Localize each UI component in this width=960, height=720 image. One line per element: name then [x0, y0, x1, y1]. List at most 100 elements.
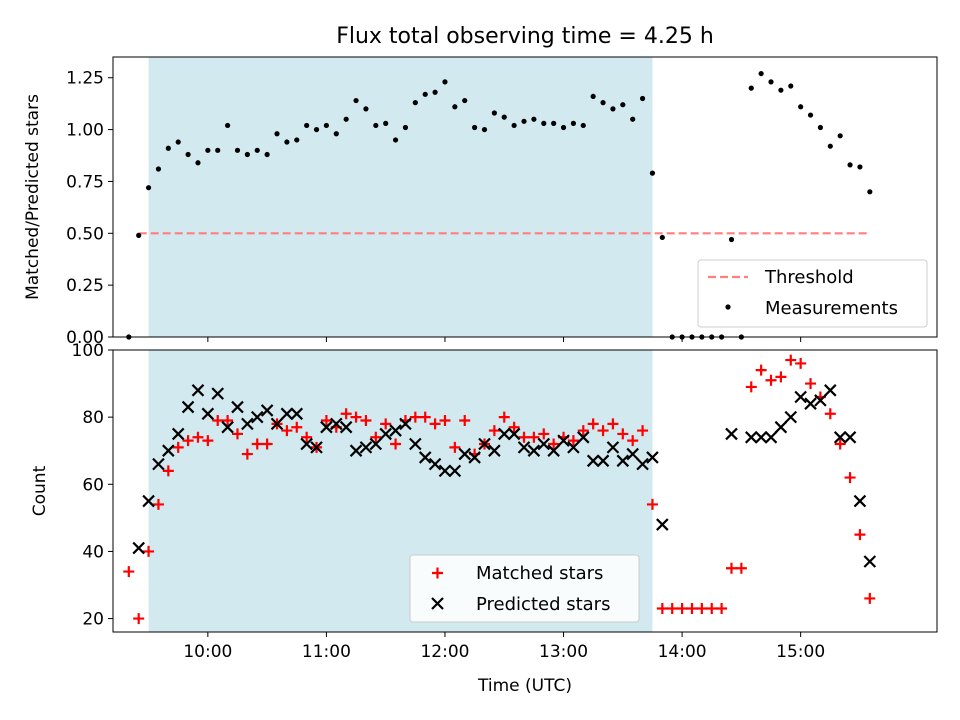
predicted-star-point [250, 410, 264, 424]
measurement-point [412, 100, 418, 106]
matched-star-point [370, 431, 382, 443]
measurement-point [452, 104, 458, 110]
predicted-star-point [577, 431, 590, 444]
count-panel-frame [112, 349, 938, 633]
measurement-point [817, 124, 824, 131]
count-y-ticks: 20 40 60 80 100 [72, 341, 113, 630]
matched-star-point [192, 431, 204, 443]
measurement-point [649, 170, 656, 176]
matched-star-point [864, 592, 876, 604]
predicted-star-point [527, 444, 541, 457]
y-tick-label: 80 [82, 408, 104, 428]
predicted-star-point [201, 407, 215, 421]
matched-star-point [281, 425, 293, 437]
y-tick-label: 60 [82, 475, 104, 495]
predicted-star-point [764, 431, 778, 444]
matched-star-point [716, 603, 728, 614]
matched-star-point [696, 603, 708, 614]
measurement-point [313, 126, 320, 133]
measurement-point [225, 122, 231, 129]
matched-star-point [844, 472, 856, 484]
matched-star-point [143, 545, 155, 557]
ratio-plot-area [126, 70, 873, 340]
measurement-point [195, 160, 201, 166]
predicted-star-point [468, 451, 481, 464]
matched-stars-legend-swatch [432, 567, 443, 579]
measurement-point [768, 79, 774, 85]
measurement-point [630, 116, 636, 122]
predicted-star-point [814, 394, 827, 407]
measurement-point [610, 106, 616, 112]
predicted-star-point [853, 494, 867, 508]
matched-star-point [548, 438, 560, 450]
predicted-star-point [260, 404, 274, 417]
measurement-point [353, 97, 359, 104]
matched-star-point [498, 411, 510, 423]
matched-star-point [360, 415, 372, 426]
measurement-point [136, 232, 142, 238]
predicted-star-point [181, 400, 195, 414]
predicted-star-point [359, 441, 373, 454]
measurement-point [491, 110, 497, 116]
ratio-legend-box [697, 259, 928, 328]
chart-title: Flux total observing time = 4.25 h [336, 24, 714, 49]
matched-stars-legend-marker [432, 567, 443, 579]
measurement-point [422, 91, 428, 97]
matched-star-point [291, 421, 303, 433]
matched-star-point [725, 562, 737, 574]
predicted-star-point [349, 444, 363, 457]
observing-interval-shade [148, 57, 653, 337]
x-axis-label: Time (UTC) [477, 676, 572, 696]
matched-star-point [597, 425, 609, 437]
matched-star-point [656, 603, 668, 614]
measurement-point [560, 124, 567, 131]
predicted-star-point [399, 417, 412, 431]
ratio-legend: Threshold Measurements [697, 259, 928, 328]
measurement-point [254, 147, 260, 153]
matched-star-point [459, 415, 471, 426]
measurement-point [165, 145, 171, 151]
predicted-star-point [142, 494, 155, 508]
x-tick-label: 13:00 [539, 642, 588, 662]
predicted-star-point [646, 451, 659, 464]
measurement-point [857, 164, 863, 170]
measurements-legend-swatch [725, 304, 731, 310]
predicted-star-point [162, 444, 175, 457]
matched-star-point [854, 529, 866, 541]
predicted-star-point [211, 387, 225, 400]
count-x-ticks: 10:00 11:00 12:00 13:00 14:00 15:00 [183, 632, 825, 662]
predicted-star-point [843, 431, 857, 444]
matched-star-point [538, 428, 550, 440]
y-tick-label: 20 [82, 610, 104, 630]
matched-star-point [222, 415, 234, 426]
matched-star-point [775, 371, 787, 383]
y-tick-label: 0.00 [66, 328, 104, 348]
predicted-star-point [656, 518, 669, 531]
measurements-legend-label: Measurements [765, 298, 898, 319]
matched-star-point [390, 438, 402, 450]
measurement-point [807, 112, 814, 118]
measurement-point [244, 151, 250, 158]
predicted-star-point [369, 437, 383, 451]
matched-star-point [251, 438, 263, 450]
predicted-star-point [497, 427, 511, 441]
x-tick-label: 15:00 [776, 642, 825, 662]
measurement-point [185, 151, 191, 158]
matched-star-point [785, 354, 797, 366]
measurement-point [778, 87, 784, 93]
matched-star-point [587, 418, 599, 430]
predicted-star-point [606, 441, 620, 454]
x-tick-label: 10:00 [183, 642, 232, 662]
predicted-star-point [428, 457, 442, 471]
matched-star-point [627, 435, 639, 447]
matched-star-point [508, 421, 520, 433]
measurement-point [501, 114, 507, 120]
measurement-point [570, 120, 577, 126]
predicted-stars-legend-label: Predicted stars [476, 594, 610, 615]
matched-star-point [429, 418, 441, 430]
x-tick-label: 12:00 [420, 642, 469, 662]
count-legend: Matched stars Predicted stars [409, 554, 640, 623]
matched-star-point [212, 415, 224, 426]
predicted-star-point [330, 417, 343, 431]
matched-star-point [617, 428, 629, 440]
